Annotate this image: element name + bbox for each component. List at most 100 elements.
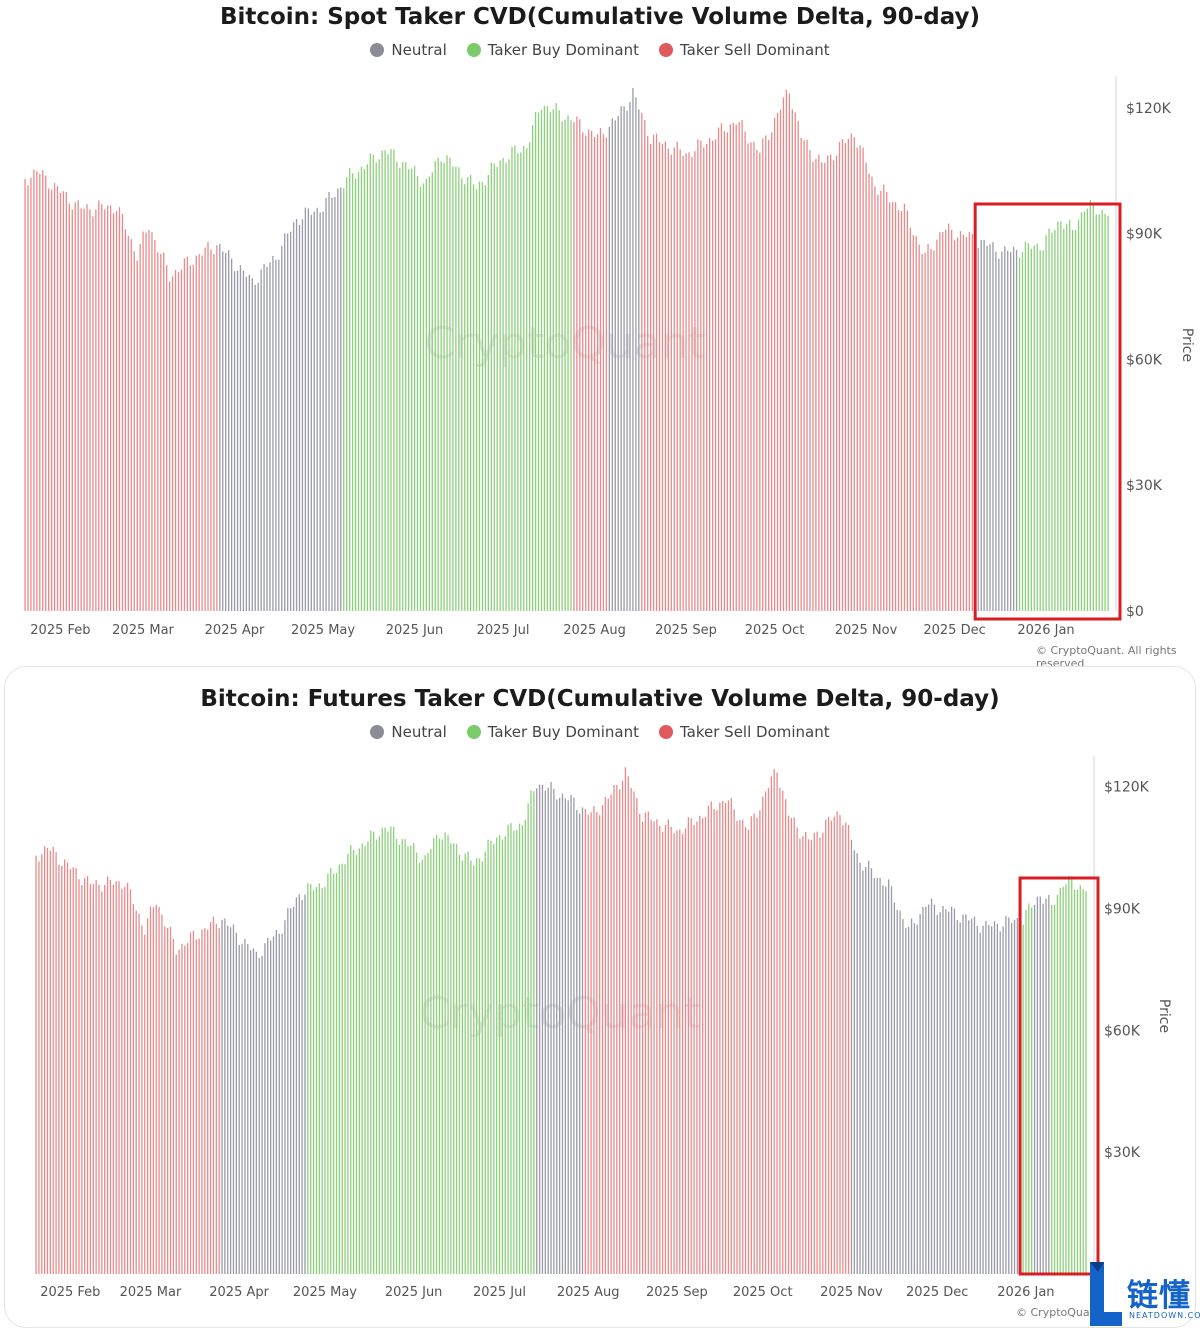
price-bar[interactable] (788, 93, 790, 612)
price-bar[interactable] (531, 125, 534, 611)
price-bar[interactable] (390, 826, 392, 1274)
price-bar[interactable] (1030, 248, 1032, 611)
price-bar[interactable] (287, 233, 289, 612)
price-bar[interactable] (1033, 904, 1036, 1274)
price-bar[interactable] (212, 916, 215, 1275)
price-bar[interactable] (819, 837, 821, 1274)
price-bar[interactable] (498, 834, 501, 1274)
price-bar[interactable] (41, 854, 43, 1274)
price-bar[interactable] (401, 839, 403, 1274)
price-bar[interactable] (434, 161, 436, 611)
price-bar[interactable] (750, 142, 752, 611)
price-bar[interactable] (579, 813, 581, 1274)
price-bar[interactable] (180, 269, 183, 611)
price-bar[interactable] (195, 255, 197, 611)
price-bar[interactable] (1089, 200, 1091, 611)
price-bar[interactable] (784, 799, 787, 1274)
price-bar[interactable] (499, 160, 501, 611)
price-bar[interactable] (154, 240, 156, 611)
price-bar[interactable] (496, 837, 498, 1274)
price-bar[interactable] (844, 143, 847, 612)
price-bar[interactable] (684, 828, 687, 1274)
price-bar[interactable] (813, 832, 815, 1274)
price-bar[interactable] (673, 833, 675, 1274)
price-bar[interactable] (166, 265, 168, 611)
price-bar[interactable] (741, 119, 743, 612)
price-bar[interactable] (838, 142, 841, 612)
price-bar[interactable] (933, 250, 935, 611)
price-bar[interactable] (55, 852, 57, 1274)
price-bar[interactable] (469, 174, 472, 611)
price-bar[interactable] (161, 914, 163, 1274)
price-bar[interactable] (799, 838, 801, 1274)
price-bar[interactable] (263, 264, 265, 611)
price-bar[interactable] (189, 265, 191, 611)
price-bar[interactable] (112, 213, 115, 611)
price-bar[interactable] (887, 879, 890, 1274)
price-bar[interactable] (493, 843, 495, 1274)
price-bar[interactable] (149, 906, 152, 1274)
price-bar[interactable] (989, 244, 991, 611)
price-bar[interactable] (700, 140, 702, 611)
legend-item-buy[interactable]: Taker Buy Dominant (466, 41, 639, 59)
price-bar[interactable] (364, 845, 366, 1274)
price-bar[interactable] (897, 209, 900, 611)
price-bar[interactable] (709, 138, 711, 612)
price-bar[interactable] (879, 877, 881, 1274)
price-bar[interactable] (558, 110, 560, 611)
price-bar[interactable] (335, 872, 338, 1274)
price-bar[interactable] (576, 116, 578, 612)
price-bar[interactable] (304, 894, 306, 1274)
price-bar[interactable] (770, 132, 773, 611)
price-bar[interactable] (421, 859, 423, 1274)
price-bar[interactable] (552, 109, 554, 611)
price-bar[interactable] (169, 926, 172, 1274)
price-bar[interactable] (862, 147, 864, 612)
price-bar[interactable] (880, 190, 882, 611)
price-bar[interactable] (971, 233, 973, 611)
price-bar[interactable] (527, 803, 529, 1274)
price-bar[interactable] (605, 137, 608, 612)
price-bar[interactable] (965, 236, 968, 612)
price-bar[interactable] (144, 934, 146, 1274)
price-bar[interactable] (43, 846, 46, 1274)
price-bar[interactable] (641, 112, 643, 611)
price-bar[interactable] (378, 159, 380, 612)
price-bar[interactable] (656, 819, 658, 1274)
price-bar[interactable] (908, 927, 910, 1274)
price-bar[interactable] (676, 141, 678, 611)
price-bar[interactable] (158, 907, 160, 1274)
price-bar[interactable] (1054, 229, 1056, 611)
price-bar[interactable] (487, 839, 489, 1274)
price-bar[interactable] (139, 243, 141, 611)
price-bar[interactable] (727, 800, 730, 1274)
price-bar[interactable] (264, 943, 266, 1274)
price-bar[interactable] (210, 249, 212, 611)
price-bar[interactable] (378, 836, 381, 1274)
price-bar[interactable] (735, 124, 737, 611)
price-bar[interactable] (1005, 916, 1007, 1274)
price-bar[interactable] (255, 951, 257, 1274)
price-bar[interactable] (98, 200, 100, 611)
price-bar[interactable] (517, 153, 519, 611)
price-bar[interactable] (729, 124, 731, 611)
price-bar[interactable] (723, 131, 726, 611)
price-bar[interactable] (719, 802, 721, 1274)
price-bar[interactable] (885, 886, 887, 1274)
price-bar[interactable] (238, 944, 240, 1274)
price-bar[interactable] (318, 883, 320, 1274)
price-bar[interactable] (346, 177, 348, 611)
price-bar[interactable] (1002, 926, 1004, 1274)
price-bar[interactable] (876, 877, 878, 1274)
price-bar[interactable] (160, 253, 162, 611)
price-bar[interactable] (136, 260, 138, 611)
price-bar[interactable] (484, 851, 486, 1274)
price-bar[interactable] (995, 251, 997, 611)
price-bar[interactable] (80, 208, 82, 611)
price-bar[interactable] (1016, 917, 1019, 1274)
price-bar[interactable] (322, 211, 324, 611)
price-bar[interactable] (951, 229, 953, 611)
price-bar[interactable] (1048, 228, 1050, 612)
price-bar[interactable] (610, 794, 612, 1274)
price-bar[interactable] (999, 931, 1001, 1274)
